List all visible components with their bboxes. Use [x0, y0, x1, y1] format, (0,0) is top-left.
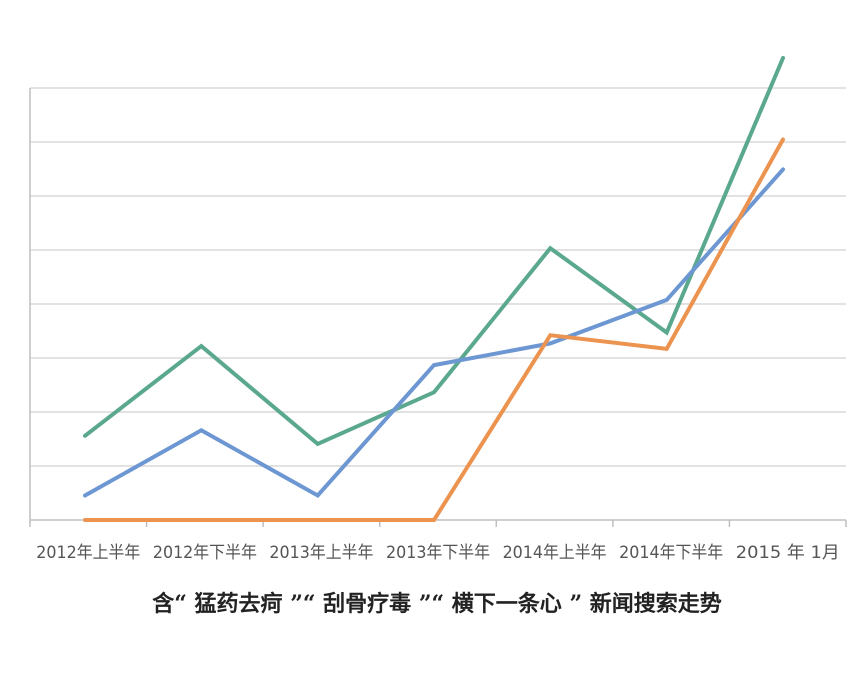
chart-title: 含“ 猛药去疴 ”“ 刮骨疗毒 ”“ 横下一条心 ” 新闻搜索走势 — [152, 591, 722, 617]
x-tick-label-1: 2012年下半年 — [153, 543, 257, 563]
x-tick-label-5: 2014年下半年 — [619, 543, 723, 563]
x-tick-label-3: 2013年下半年 — [386, 543, 490, 563]
series-lines — [83, 56, 785, 522]
series-line-2 — [83, 137, 785, 522]
x-tick-labels: 2012年上半年 2012年下半年 2013年上半年 2013年下半年 2014年上半年… — [36, 543, 839, 563]
grid-lines — [30, 87, 846, 467]
x-tick-label-6: 2015 年 1月 — [736, 543, 840, 563]
x-tick-label-4: 2014年上半年 — [503, 543, 607, 563]
x-tick-label-2: 2013年上半年 — [269, 543, 373, 563]
series-line-1 — [83, 167, 785, 499]
axes — [29, 88, 847, 527]
series-line-0 — [83, 56, 785, 447]
x-tick-label-0: 2012年上半年 — [36, 543, 140, 563]
